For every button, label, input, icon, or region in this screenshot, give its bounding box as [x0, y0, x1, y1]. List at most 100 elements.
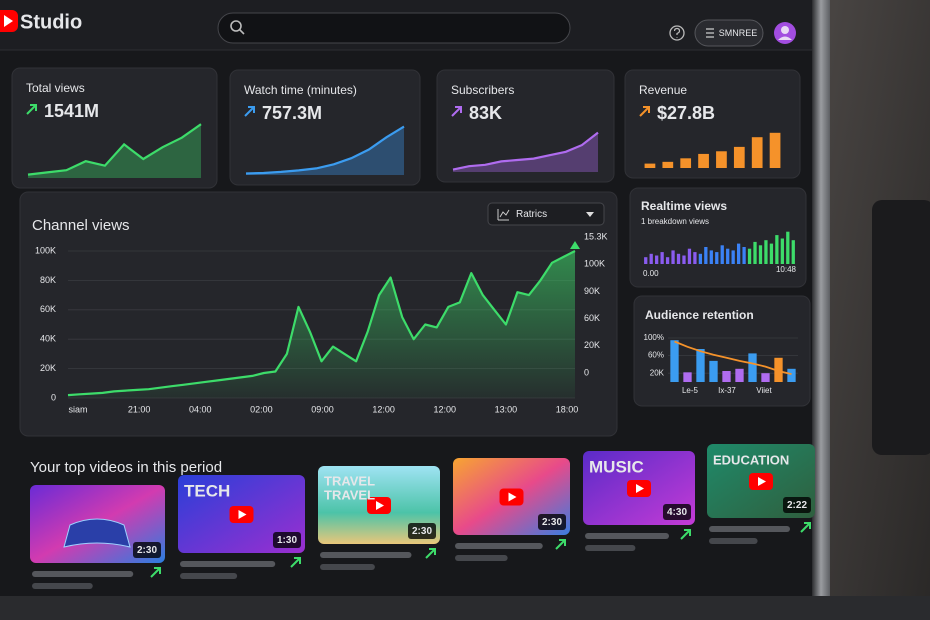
- realtime-bar: [758, 245, 763, 264]
- realtime-bar: [736, 243, 741, 264]
- stat-label: Revenue: [639, 83, 687, 97]
- stat-label: Total views: [26, 81, 85, 95]
- account-button-label[interactable]: SMNREE: [719, 28, 758, 38]
- axis-label: 0.00: [643, 269, 659, 278]
- revenue-bar: [733, 146, 745, 168]
- trend-arrow: [150, 567, 161, 578]
- realtime-bar: [786, 231, 790, 264]
- stat-value: 757.3M: [262, 103, 322, 123]
- revenue-bar: [644, 163, 656, 168]
- duration: 2:30: [412, 526, 432, 537]
- realtime-bar: [704, 247, 708, 264]
- laptop-frame: [0, 596, 930, 620]
- realtime-bar: [764, 240, 768, 264]
- duration: 2:22: [787, 500, 807, 511]
- realtime-bar: [709, 250, 713, 264]
- x-tick-label: 18:00: [556, 404, 579, 414]
- right-axis-label: 90K: [584, 286, 600, 296]
- trend-arrow: [680, 529, 691, 540]
- retention-bar: [787, 368, 796, 382]
- avatar-head: [781, 26, 789, 34]
- retention-bar: [735, 368, 744, 382]
- realtime-bar: [682, 255, 686, 264]
- realtime-bar: [649, 253, 653, 264]
- realtime-bar: [775, 235, 779, 264]
- title-placeholder: [32, 571, 134, 577]
- x-tick-label: siam: [68, 404, 87, 414]
- y-tick-label: 20K: [40, 363, 56, 373]
- sparkline: [27, 123, 202, 176]
- panel: [11, 67, 218, 189]
- play-icon: [238, 510, 247, 519]
- duration: 2:30: [137, 545, 157, 556]
- realtime-bar: [720, 245, 724, 264]
- x-tick-label: Ix-37: [718, 386, 736, 395]
- dropdown-chevron: [586, 212, 594, 217]
- y-tick-label: 20K: [650, 368, 665, 377]
- realtime-bar: [693, 252, 697, 264]
- duration: 4:30: [667, 507, 687, 518]
- chart-title: Channel views: [32, 217, 130, 234]
- realtime-bar: [769, 243, 774, 264]
- panel: [229, 69, 421, 186]
- retention-line: [674, 340, 792, 375]
- panel-subtitle: 1 breakdown views: [641, 217, 709, 226]
- meta-placeholder: [455, 555, 508, 561]
- retention-bar: [683, 372, 692, 382]
- stat-value: $27.8B: [657, 103, 715, 123]
- retention-bar: [670, 340, 679, 382]
- search-icon: [230, 20, 242, 32]
- thumbnail-title: TRAVEL: [324, 473, 375, 488]
- realtime-bar: [687, 248, 692, 264]
- avatar-body: [778, 36, 792, 40]
- meta-placeholder: [32, 583, 93, 589]
- revenue-bar: [680, 158, 692, 168]
- revenue-bar: [698, 153, 709, 168]
- retention-bar: [709, 360, 718, 382]
- y-tick-label: 60%: [648, 351, 664, 360]
- duration-badge: [783, 497, 811, 513]
- x-tick-label: 02:00: [250, 404, 273, 414]
- meta-placeholder: [585, 545, 636, 551]
- sparkline: [452, 131, 599, 171]
- account-button[interactable]: [694, 19, 764, 47]
- laptop-bezel: [812, 0, 830, 600]
- x-tick-label: 13:00: [495, 404, 518, 414]
- sparkline-fill: [453, 132, 598, 172]
- dropdown[interactable]: [487, 202, 605, 226]
- title-placeholder: [709, 526, 790, 532]
- y-tick-label: 0: [51, 392, 56, 402]
- logo-text[interactable]: Studio: [20, 11, 82, 33]
- search-bar[interactable]: [217, 12, 571, 44]
- retention-bar: [748, 353, 757, 382]
- retention-bar: [761, 373, 770, 382]
- trend-arrow: [451, 106, 462, 117]
- duration-badge: [538, 514, 566, 530]
- gamepad-icon: [63, 518, 131, 548]
- axis-label: 10:48: [776, 265, 797, 274]
- stat-value: 83K: [469, 103, 502, 123]
- meta-placeholder: [320, 564, 375, 570]
- end-arrow: [570, 241, 580, 249]
- dropdown-label: Ratrics: [516, 209, 547, 220]
- realtime-bar: [726, 248, 730, 264]
- help-button[interactable]: [669, 25, 685, 41]
- realtime-bar: [665, 257, 670, 264]
- realtime-bar: [676, 253, 681, 264]
- title-placeholder: [585, 533, 669, 539]
- trend-arrow: [800, 522, 811, 533]
- realtime-bar: [780, 238, 784, 264]
- duration: 1:30: [277, 535, 297, 546]
- revenue-bar: [751, 137, 763, 168]
- y-tick-label: 60K: [40, 304, 56, 314]
- duration-badge: [663, 504, 691, 520]
- title-placeholder: [320, 552, 412, 558]
- trend-arrow: [244, 106, 255, 117]
- play-icon: [376, 501, 384, 510]
- x-tick-label: 21:00: [128, 404, 151, 414]
- thumbnail-title: TRAVEL: [324, 487, 375, 502]
- realtime-bar: [655, 255, 659, 264]
- stat-label: Subscribers: [451, 83, 514, 97]
- thumbnail-title: EDUCATION: [713, 452, 789, 467]
